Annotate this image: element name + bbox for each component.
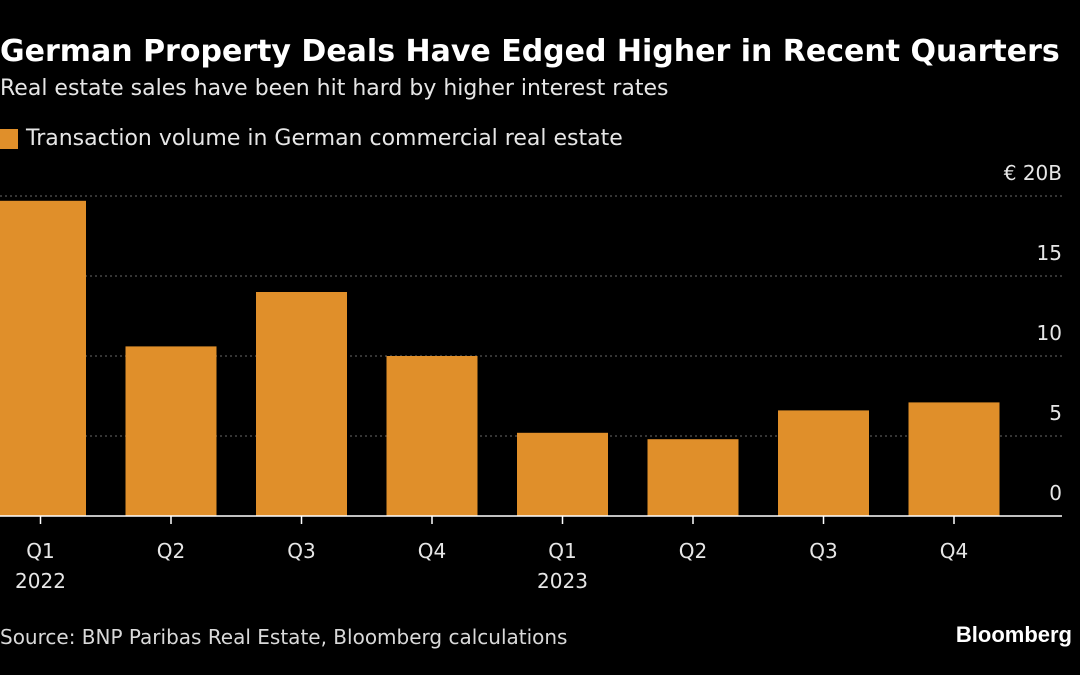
chart-title: German Property Deals Have Edged Higher … xyxy=(0,34,1060,69)
x-year-label: 2023 xyxy=(537,569,588,593)
chart-subtitle: Real estate sales have been hit hard by … xyxy=(0,76,669,101)
x-tick-label: Q2 xyxy=(679,539,707,563)
source-note: Source: BNP Paribas Real Estate, Bloombe… xyxy=(0,625,568,649)
bar xyxy=(386,356,478,516)
x-tick-label: Q2 xyxy=(157,539,185,563)
bar xyxy=(256,292,347,516)
legend: Transaction volume in German commercial … xyxy=(0,126,623,151)
y-tick-label: 0 xyxy=(1049,481,1062,505)
y-tick-label: 15 xyxy=(1037,241,1062,265)
bar xyxy=(517,432,608,516)
x-tick-label: Q4 xyxy=(940,539,968,563)
x-tick-label: Q3 xyxy=(287,539,315,563)
x-tick-label: Q4 xyxy=(418,539,446,563)
x-year-label: 2022 xyxy=(15,569,66,593)
y-tick-label: 10 xyxy=(1037,321,1062,345)
x-tick-label: Q1 xyxy=(548,539,576,563)
y-tick-label: 5 xyxy=(1049,401,1062,425)
bar xyxy=(647,439,739,516)
y-tick-label: € 20B xyxy=(1004,161,1062,185)
bloomberg-logo: Bloomberg xyxy=(955,622,1072,647)
x-tick-label: Q1 xyxy=(26,539,54,563)
bar-chart: € 20B 15 10 5 0 Q1 2022 Q2 Q3 Q4 Q1 2023 Q2 Q3 Q4 xyxy=(0,161,1062,593)
bar xyxy=(908,402,1000,516)
x-tick-label: Q3 xyxy=(809,539,837,563)
bar xyxy=(125,346,217,516)
legend-label: Transaction volume in German commercial … xyxy=(26,126,623,151)
legend-swatch xyxy=(0,128,18,149)
bar xyxy=(0,200,86,517)
bar xyxy=(778,410,869,516)
